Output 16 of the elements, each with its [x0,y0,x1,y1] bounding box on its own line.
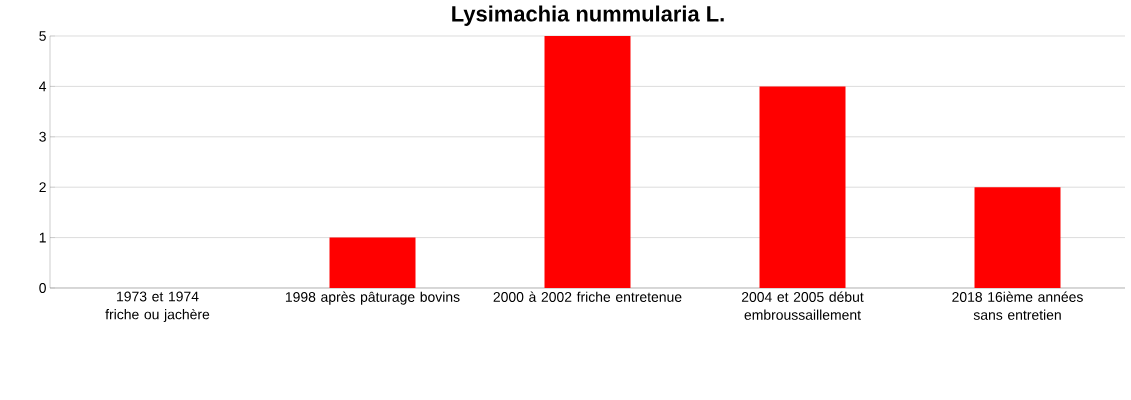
x-tick-label: 2004 et 2005 début embroussaillement [741,291,864,320]
x-tick-label: 1973 et 1974 friche ou jachère [105,291,210,323]
y-tick-label: 0 [39,283,46,293]
y-tick-label: 1 [39,232,46,243]
x-tick-label: 2000 à 2002 friche entretenue [493,291,682,302]
x-tick-label: 2018 16ième années sans entretien [952,291,1083,320]
bar [759,86,846,288]
bar [974,187,1061,288]
y-tick-label: 5 [39,31,46,41]
x-tick-label: 1998 après pâturage bovins [285,291,460,305]
y-tick-label: 4 [39,81,47,92]
y-tick-label: 3 [39,131,46,142]
y-tick-label: 2 [39,182,46,193]
bar [544,36,631,288]
bar [329,237,416,288]
chart-title: Lysimachia nummularia L. [452,5,724,26]
